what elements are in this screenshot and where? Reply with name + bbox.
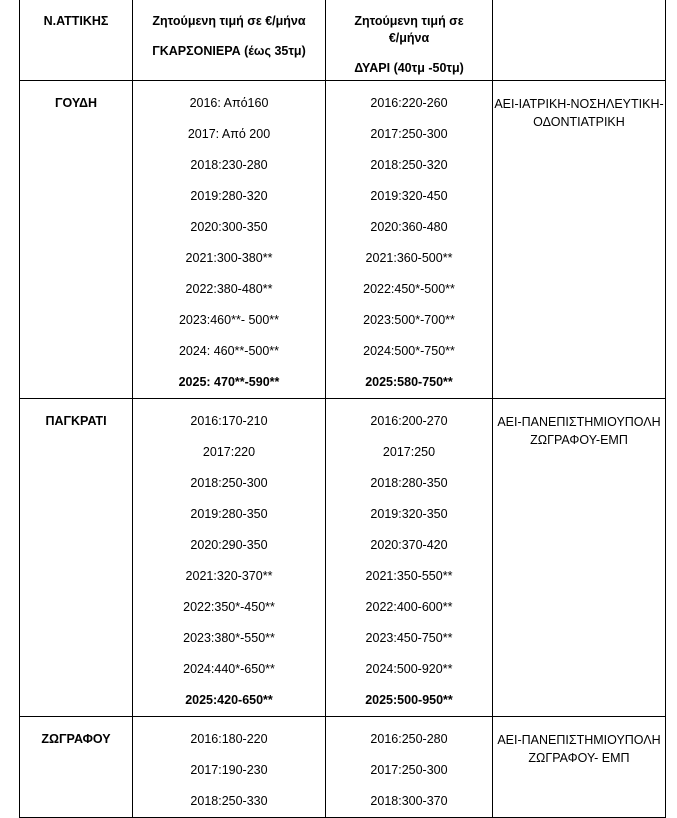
table-row: ΓΟΥΔΗ 2016: Από160 2017: Από 200 2018:230-2…: [19, 80, 666, 399]
rent-price-table: Ν.ΑΤΤΙΚΗΣ Ζητούμενη τιμή σε €/μήνα ΓΚΑΡΣ…: [19, 0, 666, 818]
price-entry: 2022:450*-500**: [363, 282, 455, 296]
price-entry: 2021:320-370**: [185, 569, 273, 583]
two-room-cell: 2016:220-260 2017:250-300 2018:250-320 2019…: [325, 80, 493, 399]
price-entry: 2017: Από 200: [187, 127, 271, 141]
price-entry: 2022:400-600**: [365, 600, 453, 614]
studio-cell: 2016:180-220 2017:190-230 2018:250-330: [132, 716, 326, 818]
university-cell: ΑΕΙ-ΙΑΤΡΙΚΗ-ΝΟΣΗΛΕΥΤΙΚΗ- ΟΔΟΝΤΙΑΤΡΙΚΗ: [492, 80, 666, 399]
price-entry: 2020:360-480: [370, 220, 448, 234]
price-entry: 2017:250: [382, 445, 436, 459]
price-entry: 2019:320-450: [370, 189, 448, 203]
price-entry: 2023:500*-700**: [363, 313, 455, 327]
price-entry: 2016:200-270: [370, 414, 448, 428]
university-line: ΑΕΙ-ΙΑΤΡΙΚΗ-ΝΟΣΗΛΕΥΤΙΚΗ-: [494, 97, 664, 111]
price-entry: 2023:460**- 500**: [178, 313, 280, 327]
header-two-room-line1: Ζητούμενη τιμή σε: [354, 14, 464, 28]
header-two-room-line2: €/μήνα: [388, 31, 430, 45]
two-room-cell: 2016:250-280 2017:250-300 2018:300-370: [325, 716, 493, 818]
price-entry: 2023:450-750**: [365, 631, 453, 645]
price-entry: 2021:350-550**: [365, 569, 453, 583]
price-entry: 2016:180-220: [190, 732, 268, 746]
university-cell: ΑΕΙ-ΠΑΝΕΠΙΣΤΗΜΙΟΥΠΟΛΗ ΖΩΓΡΑΦΟΥ-ΕΜΠ: [492, 398, 666, 717]
price-entry: 2020:300-350: [190, 220, 268, 234]
area-cell: ΖΩΓΡΑΦΟΥ: [19, 716, 133, 818]
price-entry: 2017:220: [202, 445, 256, 459]
table-row: ΖΩΓΡΑΦΟΥ 2016:180-220 2017:190-230 2018:250…: [19, 716, 666, 818]
header-studio: Ζητούμενη τιμή σε €/μήνα ΓΚΑΡΣΟΝΙΕΡΑ (έω…: [132, 0, 326, 81]
university-line: ΟΔΟΝΤΙΑΤΡΙΚΗ: [533, 115, 625, 129]
price-entry: 2018:250-300: [190, 476, 268, 490]
university-line: ΖΩΓΡΑΦΟΥ-ΕΜΠ: [530, 433, 628, 447]
studio-cell: 2016: Από160 2017: Από 200 2018:230-280 201…: [132, 80, 326, 399]
area-name: ΓΟΥΔΗ: [54, 96, 98, 110]
price-entry: 2025:420-650**: [185, 693, 273, 707]
price-entry: 2018:230-280: [190, 158, 268, 172]
header-studio-line2: ΓΚΑΡΣΟΝΙΕΡΑ (έως 35τμ): [152, 44, 306, 58]
header-two-room-line3: ΔΥΑΡΙ (40τμ -50τμ): [354, 61, 464, 75]
studio-cell: 2016:170-210 2017:220 2018:250-300 2019:280…: [132, 398, 326, 717]
price-entry: 2021:360-500**: [365, 251, 453, 265]
price-entry: 2017:250-300: [370, 127, 448, 141]
price-entry: 2025: 470**-590**: [178, 375, 280, 389]
header-row: Ν.ΑΤΤΙΚΗΣ Ζητούμενη τιμή σε €/μήνα ΓΚΑΡΣ…: [19, 0, 666, 81]
price-entry: 2016: Από160: [189, 96, 269, 110]
two-room-cell: 2016:200-270 2017:250 2018:280-350 2019:320…: [325, 398, 493, 717]
university-line: ΑΕΙ-ΠΑΝΕΠΙΣΤΗΜΙΟΥΠΟΛΗ: [497, 415, 661, 429]
price-entry: 2019:320-350: [370, 507, 448, 521]
table-row: ΠΑΓΚΡΑΤΙ 2016:170-210 2017:220 2018:250-300…: [19, 398, 666, 717]
header-university: [492, 0, 666, 81]
university-cell: ΑΕΙ-ΠΑΝΕΠΙΣΤΗΜΙΟΥΠΟΛΗ ΖΩΓΡΑΦΟΥ- ΕΜΠ: [492, 716, 666, 818]
price-entry: 2017:250-300: [370, 763, 448, 777]
price-entry: 2017:190-230: [190, 763, 268, 777]
university-line: ΖΩΓΡΑΦΟΥ- ΕΜΠ: [528, 751, 630, 765]
price-entry: 2024: 460**-500**: [178, 344, 280, 358]
price-entry: 2016:250-280: [370, 732, 448, 746]
header-studio-line1: Ζητούμενη τιμή σε €/μήνα: [152, 14, 306, 28]
header-two-room: Ζητούμενη τιμή σε €/μήνα ΔΥΑΡΙ (40τμ -50…: [325, 0, 493, 81]
price-entry: 2025:580-750**: [365, 375, 453, 389]
price-entry: 2018:280-350: [370, 476, 448, 490]
price-entry: 2021:300-380**: [185, 251, 273, 265]
header-area: Ν.ΑΤΤΙΚΗΣ: [19, 0, 133, 81]
price-entry: 2024:500*-750**: [363, 344, 455, 358]
price-entry: 2019:280-320: [190, 189, 268, 203]
area-name: ΖΩΓΡΑΦΟΥ: [41, 732, 111, 746]
header-area-label: Ν.ΑΤΤΙΚΗΣ: [43, 14, 109, 28]
price-entry: 2019:280-350: [190, 507, 268, 521]
price-entry: 2020:370-420: [370, 538, 448, 552]
area-cell: ΠΑΓΚΡΑΤΙ: [19, 398, 133, 717]
university-line: ΑΕΙ-ΠΑΝΕΠΙΣΤΗΜΙΟΥΠΟΛΗ: [497, 733, 661, 747]
price-entry: 2018:250-320: [370, 158, 448, 172]
price-entry: 2023:380*-550**: [183, 631, 275, 645]
area-name: ΠΑΓΚΡΑΤΙ: [45, 414, 107, 428]
price-entry: 2020:290-350: [190, 538, 268, 552]
price-entry: 2016:170-210: [190, 414, 268, 428]
price-entry: 2024:440*-650**: [183, 662, 275, 676]
price-entry: 2022:350*-450**: [183, 600, 275, 614]
price-entry: 2018:300-370: [370, 794, 448, 808]
area-cell: ΓΟΥΔΗ: [19, 80, 133, 399]
price-entry: 2016:220-260: [370, 96, 448, 110]
price-entry: 2018:250-330: [190, 794, 268, 808]
price-entry: 2024:500-920**: [365, 662, 453, 676]
price-entry: 2025:500-950**: [365, 693, 453, 707]
price-entry: 2022:380-480**: [185, 282, 273, 296]
